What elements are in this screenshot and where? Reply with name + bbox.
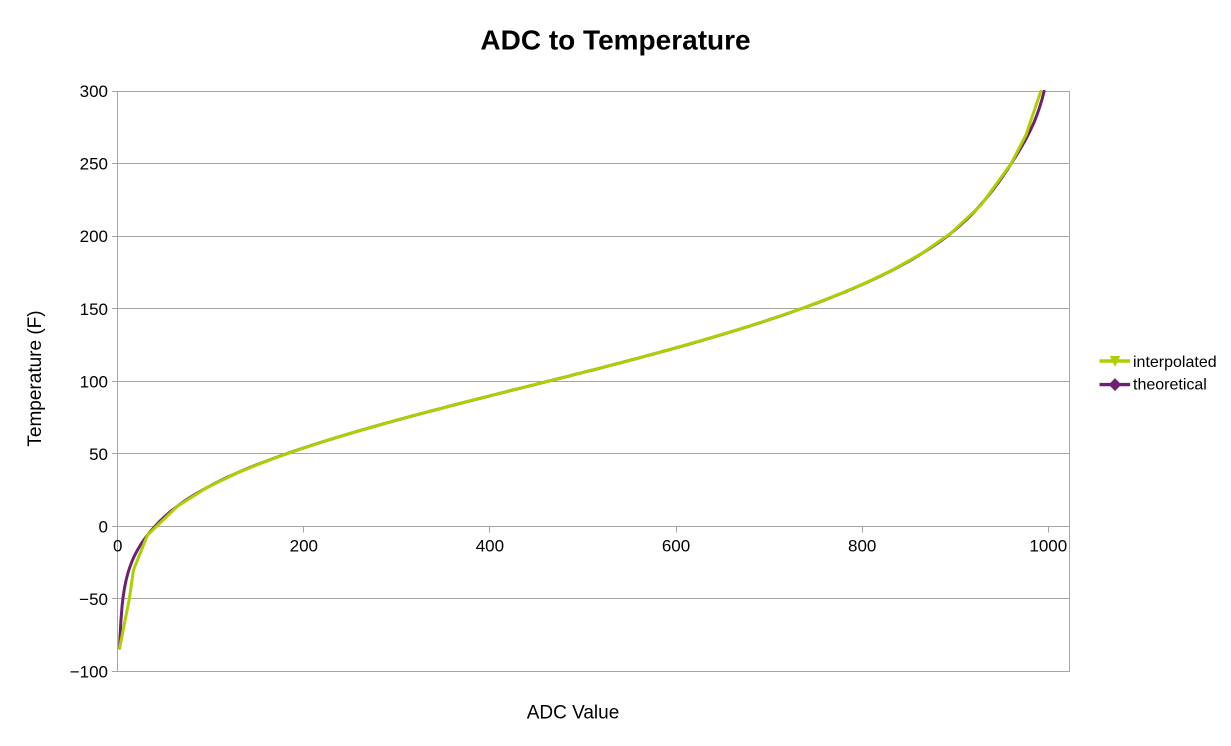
svg-text:ADC Value: ADC Value [527, 702, 620, 723]
svg-text:250: 250 [80, 155, 108, 174]
svg-text:200: 200 [290, 536, 318, 555]
svg-text:600: 600 [662, 536, 690, 555]
svg-text:400: 400 [476, 536, 504, 555]
svg-text:300: 300 [80, 82, 108, 101]
svg-text:100: 100 [80, 372, 108, 391]
svg-text:−50: −50 [79, 590, 108, 609]
svg-text:50: 50 [89, 445, 108, 464]
svg-text:0: 0 [99, 517, 108, 536]
svg-text:Temperature (F): Temperature (F) [25, 310, 46, 446]
svg-text:1000: 1000 [1029, 536, 1067, 555]
svg-text:800: 800 [848, 536, 876, 555]
svg-text:150: 150 [80, 300, 108, 319]
svg-text:200: 200 [80, 227, 108, 246]
svg-text:theoretical: theoretical [1133, 377, 1207, 394]
svg-text:ADC to Temperature: ADC to Temperature [480, 24, 750, 55]
svg-text:0: 0 [113, 536, 122, 555]
svg-text:−100: −100 [70, 662, 108, 681]
svg-text:interpolated: interpolated [1133, 354, 1217, 371]
